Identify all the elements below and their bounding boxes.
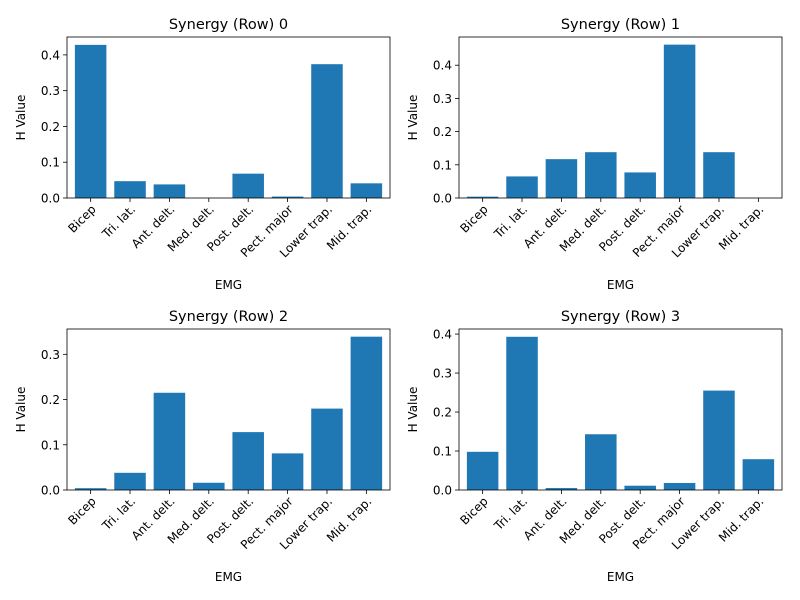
x-axis-label-1: EMG [607, 278, 634, 292]
y-tick-label-1-1: 0.1 [433, 158, 452, 172]
bar-0-4 [232, 173, 264, 198]
y-tick-label-3-2: 0.2 [433, 406, 452, 420]
bar-2-6 [311, 408, 343, 490]
bar-3-4 [624, 485, 656, 490]
chart-title-1: Synergy (Row) 1 [561, 17, 680, 33]
axes-frame-0 [66, 36, 391, 199]
y-tick-label-3-0: 0.0 [433, 484, 452, 498]
bar-2-3 [193, 482, 225, 490]
chart-title-3: Synergy (Row) 3 [561, 309, 680, 325]
bar-3-1 [506, 336, 538, 490]
bar-3-7 [742, 459, 775, 490]
bar-0-1 [114, 181, 146, 198]
y-tick-label-1-3: 0.3 [433, 92, 452, 106]
x-tick-label-0-0: Bicep [65, 202, 98, 235]
axes-frame-3 [458, 328, 783, 491]
x-tick-label-3-1: Tri. lat. [491, 494, 530, 533]
bar-0-6 [311, 64, 343, 198]
y-tick-label-0-1: 0.1 [41, 156, 60, 170]
bar-3-3 [585, 434, 617, 490]
bar-2-2 [153, 392, 186, 490]
bar-0-2 [153, 184, 186, 198]
chart-panel-0: Synergy (Row) 0 0.0 0.1 0.2 0.3 0.4 H Value Bic… [14, 17, 391, 292]
bar-3-0 [466, 451, 499, 490]
chart-panel-3: Synergy (Row) 3 0.0 0.1 0.2 0.3 0.4 H Value Bic… [406, 309, 783, 584]
y-tick-label-0-0: 0.0 [41, 192, 60, 206]
x-tick-label-2-0: Bicep [65, 494, 98, 527]
y-tick-label-3-3: 0.3 [433, 367, 452, 381]
bar-3-2 [545, 488, 578, 490]
chart-panel-1: Synergy (Row) 1 0.0 0.1 0.2 0.3 0.4 H Value Bic… [406, 17, 783, 292]
bar-1-3 [585, 152, 617, 198]
y-tick-label-0-2: 0.2 [41, 120, 60, 134]
axes-frame-1 [458, 36, 783, 199]
bar-0-0 [74, 44, 107, 199]
y-tick-label-2-2: 0.2 [41, 393, 60, 407]
y-axis-label-0: H Value [14, 95, 28, 141]
bar-3-5 [663, 482, 696, 490]
x-axis-label-2: EMG [215, 570, 242, 584]
x-axis-label-0: EMG [215, 278, 242, 292]
bar-1-5 [663, 44, 696, 198]
chart-title-0: Synergy (Row) 0 [169, 17, 288, 33]
y-tick-label-1-0: 0.0 [433, 192, 452, 206]
x-tick-label-1-1: Tri. lat. [491, 202, 530, 241]
bar-3-6 [703, 390, 735, 490]
bar-1-4 [624, 172, 656, 198]
chart-title-2: Synergy (Row) 2 [169, 309, 288, 325]
bar-0-5 [271, 196, 304, 198]
y-axis-label-3: H Value [406, 387, 420, 433]
bar-1-1 [506, 176, 538, 198]
y-axis-label-2: H Value [14, 387, 28, 433]
y-axis-label-1: H Value [406, 95, 420, 141]
y-tick-label-3-1: 0.1 [433, 445, 452, 459]
y-tick-label-2-0: 0.0 [41, 484, 60, 498]
y-tick-label-0-3: 0.3 [41, 84, 60, 98]
bar-2-7 [350, 336, 383, 490]
x-tick-label-3-0: Bicep [457, 494, 490, 527]
x-tick-label-0-1: Tri. lat. [99, 202, 138, 241]
bar-2-4 [232, 432, 264, 490]
y-tick-label-1-4: 0.4 [433, 59, 452, 73]
bar-2-0 [74, 488, 107, 490]
bar-0-7 [350, 183, 383, 198]
x-tick-label-1-0: Bicep [457, 202, 490, 235]
bar-2-1 [114, 472, 146, 490]
chart-panel-2: Synergy (Row) 2 0.0 0.1 0.2 0.3 H Value Bicep T… [14, 309, 391, 584]
y-tick-label-2-1: 0.1 [41, 438, 60, 452]
y-tick-label-1-2: 0.2 [433, 125, 452, 139]
axes-frame-2 [66, 328, 391, 491]
x-axis-label-3: EMG [607, 570, 634, 584]
y-tick-label-3-4: 0.4 [433, 328, 452, 342]
x-tick-label-2-1: Tri. lat. [99, 494, 138, 533]
bar-1-2 [545, 159, 578, 198]
bar-2-5 [271, 453, 304, 490]
y-tick-label-0-4: 0.4 [41, 48, 60, 62]
bar-1-6 [703, 152, 735, 198]
y-tick-label-2-3: 0.3 [41, 348, 60, 362]
bar-1-0 [466, 196, 499, 198]
